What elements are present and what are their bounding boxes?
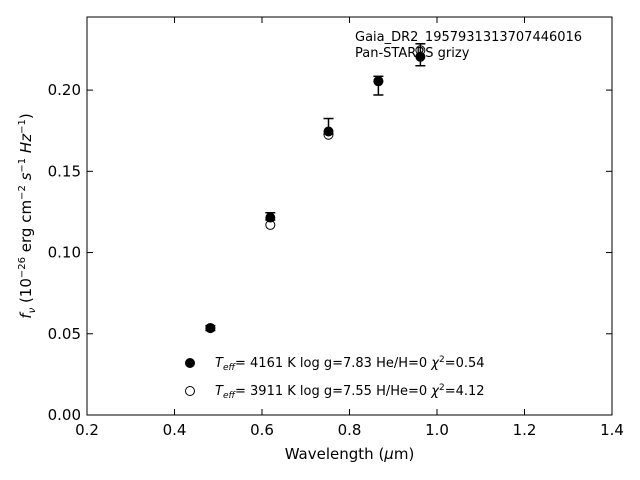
y-tick-label: 0.05 (48, 325, 81, 343)
x-tick-label: 1.4 (600, 421, 624, 439)
legend: Teff= 4161 K log g=7.83 He/H=0 χ2=0.54 T… (185, 355, 485, 401)
model-point-open (415, 45, 426, 56)
y-tick-label: 0.00 (48, 406, 81, 424)
model-point-filled (265, 212, 276, 223)
y-axis-label: fν (10−26 erg cm−2 s−1 Hz−1) (17, 113, 38, 318)
model-point-filled (323, 126, 334, 137)
x-tick-label: 0.6 (250, 421, 274, 439)
model-point-open (265, 219, 276, 230)
x-axis-label: Wavelength (μm) (285, 445, 415, 463)
y-tick-label: 0.20 (48, 81, 81, 99)
x-tick-label: 0.2 (75, 421, 99, 439)
y-tick-label: 0.15 (48, 162, 81, 180)
x-tick-label: 0.4 (163, 421, 187, 439)
y-tick-label: 0.10 (48, 244, 81, 262)
legend-label-open: Teff= 3911 K log g=7.55 H/He=0 χ2=4.12 (215, 383, 485, 401)
legend-marker-filled (185, 358, 195, 368)
model-point-open (205, 323, 216, 334)
error-bars (205, 43, 426, 332)
x-tick-label: 0.8 (338, 421, 362, 439)
legend-label-filled: Teff= 4161 K log g=7.83 He/H=0 χ2=0.54 (215, 355, 485, 373)
data-markers (205, 45, 426, 334)
axis-ticks: 0.2 0.4 0.6 0.8 1.0 1.2 1.4 0.00 0.05 0.10 0.15 0.2… (48, 17, 624, 439)
annotation-survey: Pan-STARRS grizy (355, 46, 470, 61)
legend-marker-open (185, 386, 195, 396)
annotation-star-id: Gaia_DR2_1957931313707446016 (355, 30, 582, 45)
x-tick-label: 1.0 (425, 421, 449, 439)
x-tick-label: 1.2 (513, 421, 537, 439)
model-point-open (323, 129, 334, 140)
model-point-open (373, 76, 384, 87)
